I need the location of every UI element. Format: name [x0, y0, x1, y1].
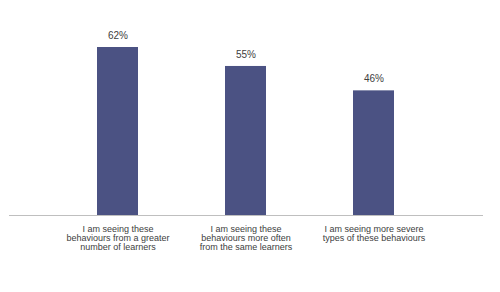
svg-text:I am seeing thesebehaviours fr: I am seeing thesebehaviours from a great…	[66, 224, 169, 252]
svg-text:46%: 46%	[364, 73, 384, 84]
svg-text:62%: 62%	[108, 30, 128, 41]
svg-text:55%: 55%	[236, 49, 256, 60]
svg-text:I am seeing more severetypes o: I am seeing more severetypes of these be…	[323, 224, 426, 243]
svg-text:I am seeing thesebehaviours mo: I am seeing thesebehaviours more oftenfr…	[200, 224, 293, 252]
